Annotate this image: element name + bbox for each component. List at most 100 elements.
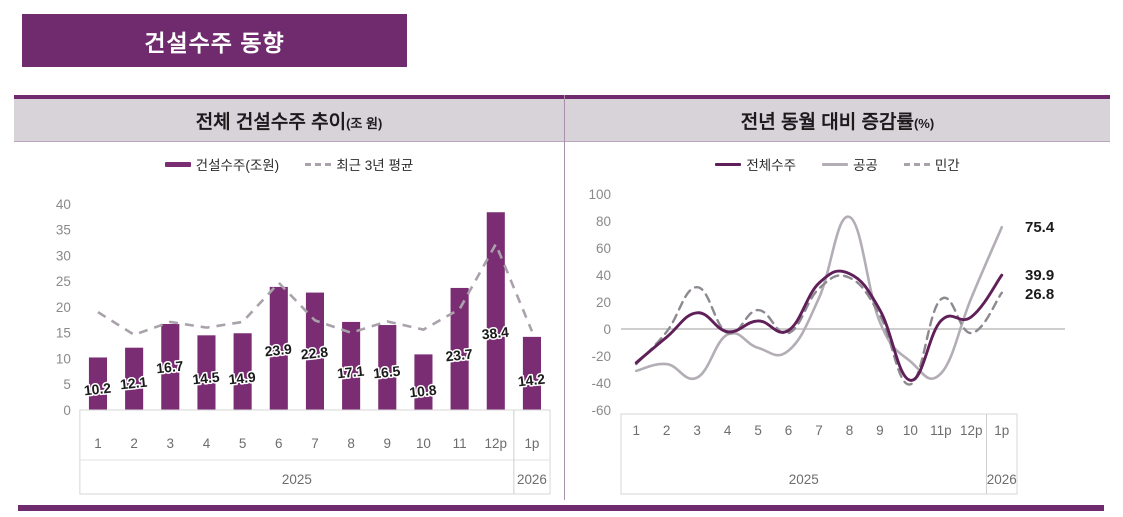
x-tick-label: 10	[903, 423, 918, 438]
legend-swatch-dashed-icon	[305, 162, 332, 166]
bar	[88, 357, 108, 410]
x-tick-label: 8	[347, 436, 354, 451]
left-chart-panel: 전체 건설수주 추이(조 원) 건설수주(조원) 최근 3년 평균 0 5 10 15…	[14, 95, 565, 500]
bar	[125, 347, 144, 410]
x-tick-label: 8	[846, 423, 854, 438]
y-tick-label: 40	[596, 268, 611, 283]
legend-item-private-series: 민간	[903, 154, 960, 174]
legend-item-public-series: 공공	[822, 154, 878, 174]
x-axis-year-label: 2026	[987, 472, 1017, 487]
y-tick-label: 20	[56, 300, 71, 315]
x-tick-label: 3	[693, 423, 701, 438]
left-panel-title: 전체 건설수주 추이	[195, 111, 347, 133]
x-tick-label: 6	[785, 423, 793, 438]
left-average-line	[97, 241, 534, 337]
right-y-axis: -60 -40 -20 0 20 40 60 80 100	[588, 187, 611, 418]
legend-label-avg-series: 최근 3년 평균	[336, 158, 414, 173]
bottom-rule	[18, 505, 1104, 511]
y-tick-label: 20	[596, 295, 611, 310]
x-tick-label: 9	[876, 423, 884, 438]
right-panel-header: 전년 동월 대비 증감률(%)	[565, 95, 1110, 142]
x-axis-frame	[79, 409, 551, 495]
bar-value-label: 38.4	[481, 324, 510, 343]
bar-value-label: 14.2	[517, 371, 546, 390]
x-tick-label: 11p	[930, 423, 952, 438]
bar	[522, 336, 541, 410]
bar-value-label: 17.1	[336, 363, 365, 382]
x-tick-label: 1	[632, 423, 640, 438]
right-x-axis: 1 2 3 4 5 6 7 8 9 10 11p 12p 1p 2025 2026	[620, 413, 1018, 495]
right-end-labels: 75.4 39.9 26.8	[1025, 219, 1055, 303]
x-tick-label: 3	[167, 436, 174, 451]
left-bar-labels: 10.2 12.1 16.7 14.5 14.9 23.9 22.8 17.1 16.5 10.8…	[82, 322, 548, 402]
x-tick-label: 5	[239, 436, 246, 451]
bar-value-label: 10.8	[409, 382, 438, 401]
left-chart-body: 건설수주(조원) 최근 3년 평균 0 5 10 15 20 25 30 35 40 10.2 1…	[14, 142, 564, 500]
left-y-axis: 0 5 10 15 20 25 30 35 40	[56, 197, 71, 418]
bar	[342, 321, 361, 410]
x-tick-label: 4	[203, 436, 211, 451]
bar-value-label: 14.5	[192, 369, 221, 388]
x-tick-label: 10	[416, 436, 431, 451]
series-line-public	[634, 215, 1004, 381]
right-chart-panel: 전년 동월 대비 증감률(%) 전체수주 공공 민간 -60 -40 -2	[565, 95, 1110, 500]
legend-item-bar-series: 건설수주(조원)	[164, 154, 279, 174]
charts-container: 전체 건설수주 추이(조 원) 건설수주(조원) 최근 3년 평균 0 5 10 15…	[14, 95, 1110, 500]
x-tick-label: 7	[815, 423, 823, 438]
legend-item-total-series: 전체수주	[715, 154, 796, 174]
bar-value-label: 14.9	[228, 369, 257, 388]
bar	[161, 324, 180, 410]
y-tick-label: 35	[56, 223, 71, 238]
left-panel-unit: (조 원)	[346, 115, 383, 131]
bar	[378, 325, 397, 410]
legend-item-avg-series: 최근 3년 평균	[305, 154, 413, 174]
left-chart-legend: 건설수주(조원) 최근 3년 평균	[14, 154, 564, 174]
y-tick-label: 10	[56, 351, 71, 366]
page-title-banner: 건설수주 동향	[22, 14, 407, 67]
series-line-total	[634, 269, 1004, 382]
y-tick-label: 0	[63, 403, 70, 418]
y-tick-label: 80	[596, 214, 611, 229]
bar-value-label: 16.7	[155, 358, 184, 377]
y-tick-label: 0	[603, 322, 611, 337]
bar-value-label: 23.9	[264, 341, 293, 360]
bar	[269, 286, 288, 410]
x-tick-label: 1p	[524, 436, 539, 451]
series-end-label: 75.4	[1025, 219, 1055, 236]
x-tick-label: 7	[311, 436, 318, 451]
left-panel-header: 전체 건설수주 추이(조 원)	[14, 95, 564, 142]
right-panel-title: 전년 동월 대비 증감률	[740, 111, 914, 133]
right-series-group	[634, 215, 1004, 386]
right-panel-unit: (%)	[913, 115, 935, 131]
y-tick-label: 60	[596, 241, 611, 256]
legend-swatch-private-icon	[903, 162, 930, 166]
series-end-label: 39.9	[1025, 267, 1054, 284]
right-chart-svg: -60 -40 -20 0 20 40 60 80 100 75.4 39.9 26.8 1 2 3 4 5…	[588, 187, 1065, 495]
bar	[486, 212, 505, 410]
x-tick-label: 6	[275, 436, 282, 451]
y-tick-label: 25	[56, 274, 71, 289]
bar	[450, 287, 469, 410]
page-title: 건설수주 동향	[144, 29, 285, 56]
bar	[233, 333, 252, 410]
bar	[197, 335, 216, 410]
right-chart-body: 전체수주 공공 민간 -60 -40 -20 0 20 40 60 80 100 75.4 39.…	[565, 142, 1110, 500]
x-tick-label: 9	[384, 436, 391, 451]
bar	[414, 354, 433, 410]
y-tick-label: -60	[591, 403, 611, 418]
bar-value-label: 16.5	[372, 363, 401, 382]
x-tick-label: 5	[754, 423, 762, 438]
x-tick-label: 12p	[960, 423, 983, 438]
y-tick-label: 15	[56, 326, 71, 341]
x-tick-label: 11	[453, 436, 467, 451]
y-tick-label: 100	[588, 187, 611, 202]
x-tick-label: 1p	[994, 423, 1009, 438]
y-tick-label: 30	[56, 248, 71, 263]
x-tick-label: 4	[724, 423, 732, 438]
y-tick-label: -40	[591, 376, 611, 391]
x-tick-label: 1	[94, 436, 101, 451]
bar-value-label: 12.1	[119, 374, 148, 393]
right-chart-legend: 전체수주 공공 민간	[565, 154, 1110, 174]
legend-label-public-series: 공공	[853, 158, 878, 173]
